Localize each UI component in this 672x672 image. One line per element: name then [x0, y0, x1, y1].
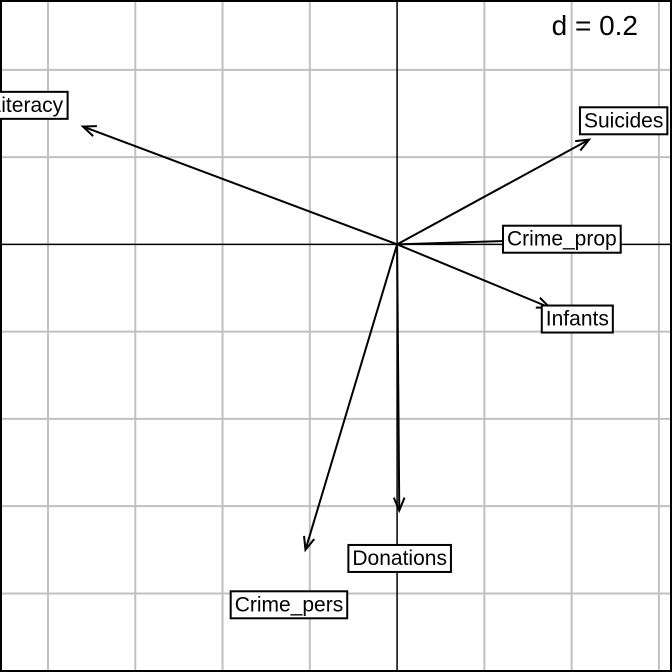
arrowhead-literacy	[80, 125, 97, 137]
arrow-donations	[396, 244, 401, 511]
label-text-literacy: Literacy	[0, 94, 64, 117]
label-text-suicides: Suicides	[584, 109, 663, 132]
label-literacy: Literacy	[0, 90, 69, 120]
label-crime-prop: Crime_prop	[502, 224, 622, 254]
label-text-crime-pers: Crime_pers	[235, 593, 344, 616]
label-text-infants: Infants	[546, 308, 609, 331]
variable-labels: Literacy Suicides Crime_prop Infants Donatio…	[0, 90, 669, 620]
label-donations: Donations	[347, 543, 452, 573]
arrow-infants	[396, 243, 551, 309]
label-infants: Infants	[540, 304, 614, 334]
arrowhead-suicides	[575, 138, 592, 152]
arrow-literacy	[82, 125, 398, 246]
variable-arrows	[80, 125, 592, 553]
label-box-donations	[347, 543, 452, 573]
arrowhead-donations	[392, 497, 406, 514]
label-box-crime-pers	[229, 590, 349, 620]
arrow-crime-pers	[304, 244, 399, 551]
label-box-crime-prop	[502, 224, 622, 254]
arrow-suicides	[396, 138, 590, 246]
label-text-crime-prop: Crime_prop	[507, 228, 617, 251]
label-text-donations: Donations	[352, 547, 447, 570]
label-box-infants	[540, 304, 614, 334]
label-crime-pers: Crime_pers	[229, 590, 349, 620]
label-suicides: Suicides	[578, 106, 669, 136]
label-box-literacy	[0, 90, 69, 120]
label-box-suicides	[578, 106, 669, 136]
arrowhead-crime-pers	[303, 535, 316, 553]
scale-label: d = 0.2	[552, 10, 638, 41]
